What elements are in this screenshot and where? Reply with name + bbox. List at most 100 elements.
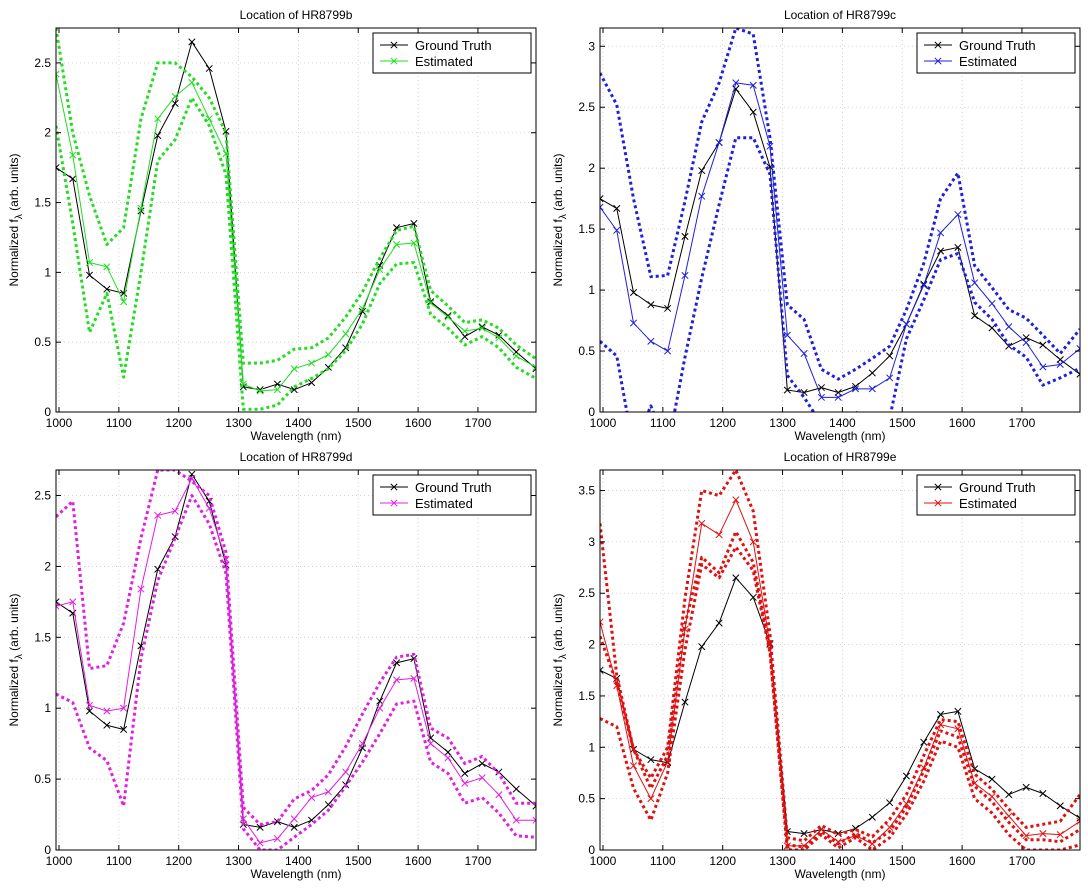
estimated-point [1056, 831, 1064, 839]
legend-entry: Ground Truth [959, 38, 1036, 53]
ground-truth-point [256, 386, 264, 394]
panel-1: 1000 1100 1200 1300 1400 1500 1600 1700 0 0.5 1 1.5… [7, 8, 537, 443]
y-tick-label: 2.5 [578, 586, 595, 600]
estimated-point [834, 838, 842, 846]
x-tick-label: 1100 [650, 854, 676, 868]
estimated-point [376, 704, 384, 712]
y-tick-label: 0.5 [34, 772, 51, 786]
ground-truth-point [85, 707, 94, 715]
ground-truth-point [171, 99, 179, 107]
estimated-point [954, 210, 962, 219]
estimated-point [273, 835, 281, 843]
estimated-point [69, 151, 77, 159]
x-tick-label: 1000 [590, 854, 617, 868]
chart-title: Location of HR8799c [784, 8, 896, 22]
chart-title: Location of HR8799e [784, 450, 897, 464]
estimated-point [732, 496, 740, 504]
estimated-point [171, 507, 179, 515]
estimated-point [103, 707, 111, 715]
x-tick-label: 1300 [769, 416, 796, 430]
estimated-point [664, 347, 672, 355]
ground-truth-point [886, 352, 894, 360]
estimated-point [715, 531, 723, 539]
ground-truth-point [664, 304, 672, 312]
ground-truth-point [1076, 370, 1080, 378]
y-tick-label: 2.5 [578, 100, 595, 114]
legend-entry: Ground Truth [959, 480, 1036, 495]
y-tick-label: 1 [588, 283, 595, 297]
ground-truth-point [988, 324, 996, 332]
ground-truth-point [936, 247, 945, 255]
x-tick-label: 1500 [345, 854, 372, 868]
estimated-point [629, 319, 638, 327]
estimated-point [461, 779, 469, 787]
x-tick-label: 1200 [165, 416, 192, 430]
ground-truth-point [902, 772, 910, 780]
ground-truth-point [698, 167, 706, 175]
ground-truth-point [647, 301, 655, 309]
x-tick-label: 1700 [465, 854, 492, 868]
ground-truth-point [732, 574, 740, 582]
estimated-point [647, 337, 655, 345]
ground-truth-point [681, 232, 689, 241]
ground-truth-point [834, 830, 842, 838]
ground-truth-point [1076, 814, 1080, 822]
axes-box [599, 27, 1081, 413]
legend-box [916, 474, 1076, 516]
x-tick-label: 1100 [106, 854, 132, 868]
estimated-point [324, 351, 332, 359]
ground-truth-point [1022, 783, 1030, 791]
ground-truth-point [495, 331, 503, 339]
estimated-point [512, 816, 520, 824]
ground-truth-point [444, 312, 452, 320]
estimated-point [749, 81, 757, 89]
estimated-point [273, 386, 281, 394]
estimated-point [444, 754, 452, 762]
estimated-point [427, 299, 435, 307]
x-tick-label: 1000 [46, 854, 73, 868]
estimated-point [532, 363, 536, 371]
estimated-point [902, 320, 910, 328]
estimated-point [1039, 363, 1047, 371]
estimated-point [444, 313, 452, 321]
estimated-point [290, 815, 298, 823]
x-tick-label: 1100 [650, 416, 676, 430]
estimated-point [749, 538, 757, 546]
estimated-point [69, 598, 77, 606]
ground-truth-point [154, 565, 162, 573]
estimated-point [154, 115, 162, 123]
chart-title: Location of HR8799d [240, 450, 353, 464]
panel-2: 1000 1100 1200 1300 1400 1500 1600 1700 0 0.5 1 1.5… [551, 8, 1081, 443]
series-group [56, 28, 536, 411]
ground-truth-point [647, 756, 655, 764]
x-axis-label: Wavelength (nm) [795, 429, 886, 443]
x-tick-label: 1400 [829, 854, 856, 868]
ground-truth-point [629, 288, 638, 297]
ground-truth-point [613, 204, 621, 212]
x-tick-label: 1600 [949, 854, 976, 868]
plot-area [56, 28, 536, 412]
ground-truth-point [461, 333, 469, 341]
ground-truth-point [749, 593, 757, 601]
estimated-point [886, 374, 894, 382]
x-tick-label: 1100 [106, 416, 132, 430]
x-tick-label: 1600 [949, 416, 976, 430]
x-tick-label: 1500 [345, 416, 372, 430]
estimated-point [613, 226, 621, 234]
estimated-point [1022, 338, 1030, 347]
plot-area [56, 470, 536, 850]
y-tick-label: 0.5 [578, 792, 595, 806]
x-tick-label: 1200 [165, 854, 192, 868]
estimated-point [256, 387, 264, 395]
ground-truth-point [954, 243, 962, 251]
ground-truth-point [376, 697, 384, 705]
legend-entry: Estimated [415, 496, 473, 511]
estimated-point [358, 740, 366, 748]
y-tick-label: 0.5 [34, 335, 51, 349]
estimated-point [222, 150, 230, 158]
ground-truth-point [715, 619, 723, 627]
axes-box [599, 469, 1081, 851]
estimated-point [852, 385, 860, 393]
